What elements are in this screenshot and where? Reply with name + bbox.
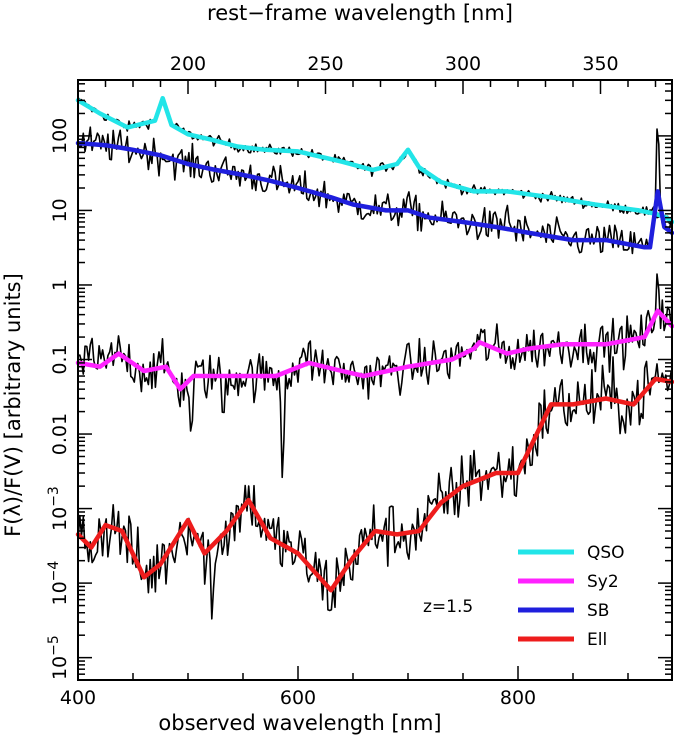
spectrum-ell <box>77 356 672 620</box>
y-tick-label: 10−5 <box>46 635 71 680</box>
template-sb <box>75 140 674 250</box>
series-sb <box>75 126 674 255</box>
legend-entry-sy2: Sy2 <box>518 572 619 592</box>
series-qso <box>75 95 674 225</box>
y-tick-label: 10−3 <box>46 486 71 531</box>
plot-frame <box>77 79 673 681</box>
series-ell <box>75 356 674 620</box>
template-ell <box>75 376 674 593</box>
legend-label: Sy2 <box>587 572 619 592</box>
x-tick-label: 800 <box>500 687 536 709</box>
legend-label: QSO <box>587 543 625 563</box>
x2-tick-label: 300 <box>445 53 481 75</box>
spectrum-sb <box>77 126 672 255</box>
legend: QSO Sy2 SB Ell <box>518 543 625 650</box>
x-tick-label: 600 <box>280 687 316 709</box>
legend-entry-ell: Ell <box>518 630 607 650</box>
legend-entry-qso: QSO <box>518 543 625 563</box>
y-tick-label: 100 <box>49 118 71 154</box>
bottom-axis-title: observed wavelength [nm] <box>158 711 441 735</box>
axes-layer: 400 600 800 200 250 300 350 100 10 1 0.1 0.01 10−3 10… <box>46 53 673 709</box>
y-tick-label: 0.01 <box>49 413 71 455</box>
labels-layer: rest−frame wavelength [nm] observed wave… <box>1 1 513 735</box>
legend-entry-sb: SB <box>518 601 609 621</box>
y-tick-label: 10 <box>49 198 71 222</box>
x2-tick-label: 250 <box>307 53 343 75</box>
x-tick-label: 400 <box>60 687 96 709</box>
legend-label: SB <box>587 601 609 621</box>
y-tick-label: 1 <box>49 279 71 291</box>
template-sy2 <box>75 308 674 392</box>
top-axis-title: rest−frame wavelength [nm] <box>207 1 513 25</box>
template-qso <box>75 95 674 225</box>
series-sy2 <box>75 273 674 479</box>
y-tick-label: 0.1 <box>49 344 71 374</box>
x2-tick-label: 200 <box>170 53 206 75</box>
series-layer <box>75 95 674 620</box>
y-tick-label: 10−4 <box>46 561 71 606</box>
y-axis-title: F(λ)/F(V) [arbitrary units] <box>1 273 25 537</box>
redshift-annotation: z=1.5 <box>423 597 473 617</box>
x2-tick-label: 350 <box>582 53 618 75</box>
legend-label: Ell <box>587 630 607 650</box>
